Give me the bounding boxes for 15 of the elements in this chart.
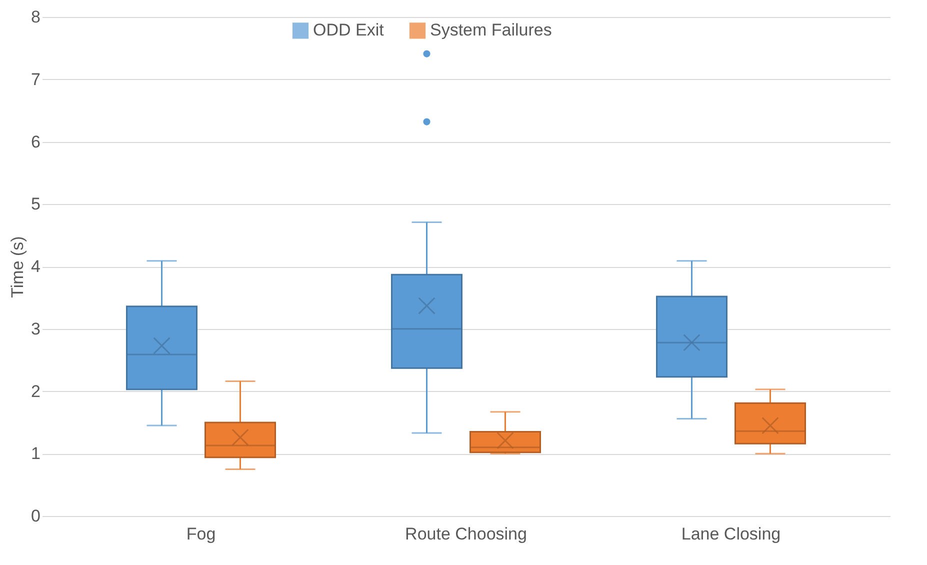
x-tick-label: Lane Closing [681, 524, 781, 544]
legend-label: ODD Exit [313, 20, 384, 40]
y-tick-label: 8 [31, 8, 40, 26]
y-tick-label: 7 [31, 70, 40, 89]
y-tick-label: 4 [31, 257, 40, 276]
y-tick-label: 3 [31, 319, 40, 338]
y-tick-label: 5 [31, 194, 40, 214]
legend-label: System Failures [430, 20, 552, 40]
x-tick-label: Route Choosing [405, 524, 527, 544]
x-tick-label: Fog [186, 524, 216, 544]
y-tick-label: 1 [31, 444, 40, 464]
y-axis-title: Time (s) [8, 236, 28, 298]
y-tick-label: 2 [31, 382, 40, 401]
y-tick-label: 0 [31, 506, 40, 526]
y-tick-label: 6 [31, 132, 40, 152]
